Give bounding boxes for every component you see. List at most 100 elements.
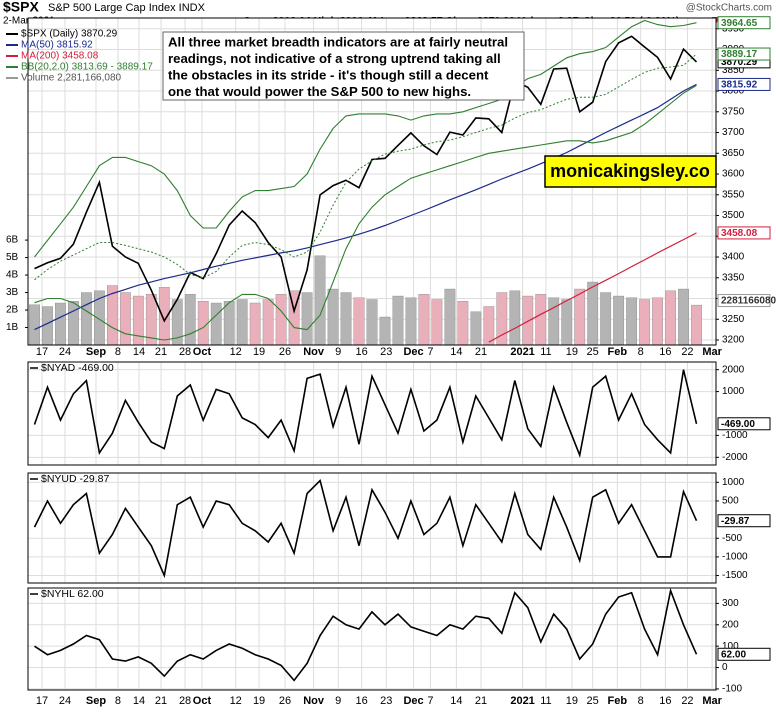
volume-bar: [353, 297, 365, 345]
chart-title: $SPX: [3, 0, 39, 15]
y2-tick-label: 3B: [6, 287, 19, 298]
y-tick-label: 200: [722, 619, 739, 630]
x-tick-label: 8: [115, 346, 121, 358]
legend-label: Volume 2,281,166,080: [21, 73, 122, 84]
legend-label: MA(50) 3815.92: [21, 40, 93, 51]
series-line: [34, 35, 698, 323]
watermark-box: [544, 155, 717, 188]
volume-bar: [639, 299, 650, 345]
x-tick-label: 25: [587, 695, 599, 707]
volume-bar: [431, 299, 443, 345]
y-tick-label: -1000: [722, 552, 748, 563]
volume-bar: [574, 288, 586, 345]
x-tick-label: 8: [115, 695, 121, 707]
x-tick-label: 19: [253, 346, 265, 358]
x-tick-label: 16: [355, 695, 367, 707]
volume-bar: [405, 297, 417, 345]
x-tick-label: 23: [380, 346, 392, 358]
y-tick-label: 3500: [722, 210, 745, 221]
value-box-bg: [717, 294, 771, 308]
x-tick-label: 19: [566, 346, 578, 358]
volume-bar: [548, 297, 560, 345]
volume-bar: [483, 306, 495, 345]
volume-bar: [210, 302, 222, 345]
x-tick-label: 26: [279, 346, 291, 358]
y2-tick-label: 1B: [6, 322, 19, 333]
y-tick-label: -1500: [722, 570, 748, 581]
value-box: 2281166080: [717, 294, 776, 308]
x-tick-label: 14: [133, 346, 145, 358]
volume-bar: [301, 292, 313, 345]
volume-bar: [94, 290, 105, 345]
x-tick-label: 11: [540, 346, 551, 358]
x-tick-label: 22: [681, 695, 693, 707]
volume-bar: [55, 302, 66, 345]
volume-bar: [249, 302, 261, 345]
value-box-bg: [717, 647, 771, 661]
annotation-line: one that would power the S&P 500 to new …: [168, 84, 471, 99]
bb-lower: [34, 84, 697, 341]
volume-bar: [509, 290, 521, 345]
x-tick-label: 21: [155, 695, 167, 707]
volume-bar: [613, 295, 625, 345]
volume-bar: [340, 292, 352, 345]
volume-bar: [197, 301, 209, 345]
annotation-line: the obstacles in its stride - it's thoug…: [168, 67, 489, 82]
volume-bar: [470, 311, 482, 345]
x-tick-label: 19: [253, 695, 265, 707]
x-tick-label: 26: [279, 695, 291, 707]
x-tick-label: Oct: [193, 695, 212, 707]
y-tick-label: 1000: [722, 477, 745, 488]
volume-bar: [678, 288, 689, 345]
x-tick-label: 21: [475, 346, 487, 358]
x-tick-label: Feb: [608, 346, 628, 358]
value-box-label: 62.00: [721, 649, 746, 660]
volume-bar: [535, 294, 547, 345]
value-box: -469.00: [717, 417, 771, 431]
series-line: [33, 478, 698, 579]
chart-subtitle: S&P 500 Large Cap Index INDX: [48, 2, 206, 14]
x-tick-label: 24: [59, 695, 71, 707]
plot-area: [33, 478, 698, 579]
volume-bar: [522, 295, 534, 345]
volume-bar: [561, 299, 573, 345]
volume-bar: [600, 292, 612, 345]
x-tick-label: 19: [566, 695, 578, 707]
y-tick-label: 3350: [722, 272, 745, 283]
value-box: 3815.92: [717, 77, 771, 91]
plot-area: [33, 369, 698, 458]
volume-bar: [444, 288, 456, 345]
annotation-box: [162, 31, 525, 101]
volume-bar: [223, 301, 235, 345]
y-tick-label: 3650: [722, 148, 745, 159]
x-tick-label: 7: [427, 346, 433, 358]
value-box-label: 3889.17: [721, 49, 758, 60]
y2-tick-label: 2B: [6, 305, 19, 316]
x-tick-label: 9: [335, 695, 341, 707]
value-box: 3889.17: [717, 47, 771, 61]
value-box-bg: [717, 226, 771, 240]
volume-bar: [691, 304, 702, 345]
volume-bar: [288, 290, 300, 345]
watermark: monicakingsley.co: [550, 161, 710, 181]
value-box-label: 3815.92: [721, 80, 758, 91]
y-tick-label: 3700: [722, 127, 745, 138]
x-tick-label: Oct: [193, 346, 212, 358]
x-tick-label: 2021: [510, 695, 534, 707]
volume-bar: [29, 304, 40, 345]
panel-frame: [27, 472, 717, 584]
volume-bar: [236, 299, 248, 345]
plot-area: [29, 19, 702, 345]
volume-bar: [119, 292, 131, 345]
volume-bar: [626, 297, 638, 345]
value-box-label: 2281166080: [721, 296, 776, 307]
x-tick-label: 12: [230, 346, 242, 358]
y-tick-label: 1000: [722, 386, 745, 397]
x-tick-label: 25: [587, 346, 599, 358]
volume-bar: [392, 295, 404, 345]
x-tick-label: 2021: [510, 346, 534, 358]
y-tick-label: -500: [722, 533, 742, 544]
value-box: 62.00: [717, 647, 771, 661]
x-tick-label: 14: [450, 695, 462, 707]
